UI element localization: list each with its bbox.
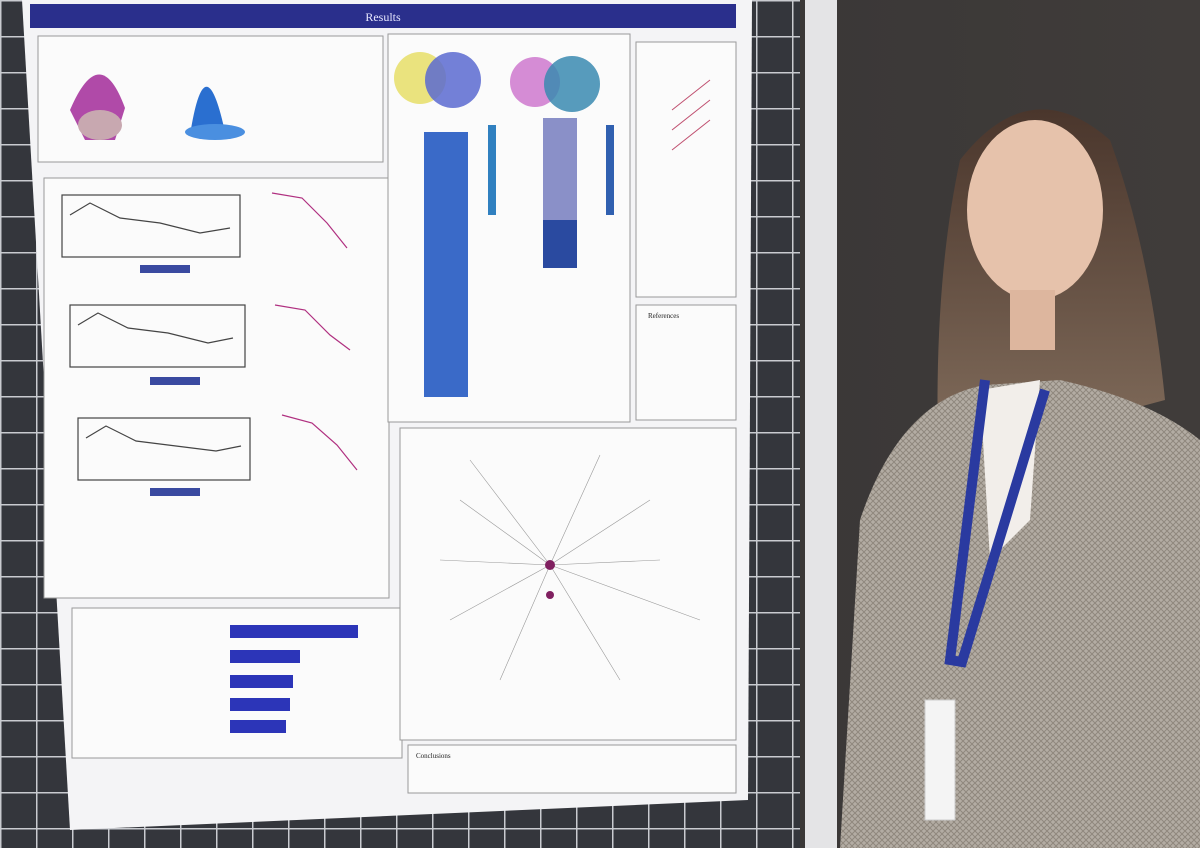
volcano-plot xyxy=(190,86,225,135)
poster: Results xyxy=(22,0,752,830)
poster-bars xyxy=(230,625,358,733)
panel xyxy=(43,177,390,599)
conclusions-heading: Conclusions xyxy=(416,752,451,760)
panel xyxy=(399,427,737,741)
references-panel xyxy=(635,304,737,421)
section-title: Results xyxy=(365,10,401,24)
person xyxy=(840,109,1200,848)
heatmap xyxy=(424,132,468,397)
panel xyxy=(635,41,737,298)
network xyxy=(439,454,701,681)
frame-post xyxy=(805,0,837,848)
references-heading: References xyxy=(648,312,679,320)
conclusions-panel xyxy=(407,744,737,794)
